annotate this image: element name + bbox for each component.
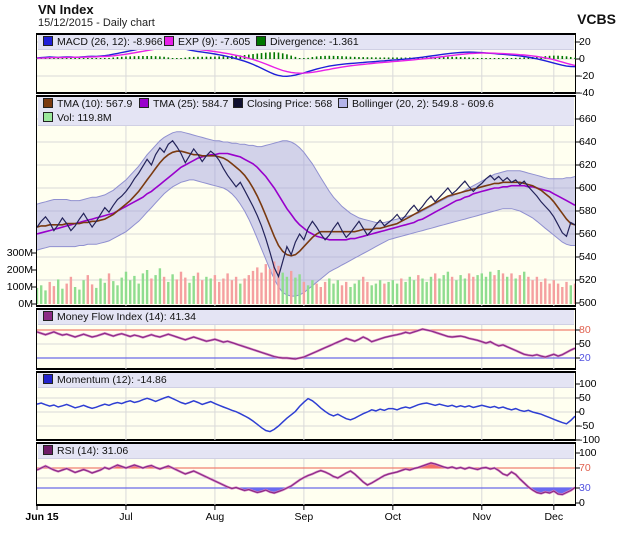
rsi-ytick: 30 bbox=[579, 482, 591, 494]
legend-swatch bbox=[233, 98, 243, 108]
legend-label: RSI (14): 31.06 bbox=[57, 445, 129, 457]
macd-ytick: -40 bbox=[579, 87, 595, 99]
legend-swatch bbox=[139, 98, 149, 108]
legend-swatch bbox=[338, 98, 348, 108]
x-tick-label: Jul bbox=[119, 511, 133, 523]
momentum-legend: Momentum (12): -14.86 bbox=[38, 373, 574, 388]
rsi-ytick: 70 bbox=[579, 462, 591, 474]
legend-label: Closing Price: 568 bbox=[247, 98, 333, 110]
price-ytick: 520 bbox=[579, 274, 597, 286]
price-legend: TMA (10): 567.9 TMA (25): 584.7 Closing Pr… bbox=[38, 97, 574, 126]
legend-label: Bollinger (20, 2): 549.8 - 609.6 bbox=[352, 98, 494, 110]
legend-item: TMA (25): 584.7 bbox=[139, 98, 228, 110]
legend-item: Momentum (12): -14.86 bbox=[43, 374, 167, 386]
x-tick-label: Dec bbox=[544, 511, 564, 523]
price-panel: TMA (10): 567.9 TMA (25): 584.7 Closing Pr… bbox=[36, 95, 576, 307]
mfi-ytick: 50 bbox=[579, 338, 591, 350]
macd-legend: MACD (26, 12): -8.966 EXP (9): -7.605 Dive… bbox=[38, 35, 574, 50]
macd-panel: MACD (26, 12): -8.966 EXP (9): -7.605 Dive… bbox=[36, 33, 576, 94]
price-ytick: 620 bbox=[579, 159, 597, 171]
legend-item: Vol: 119.8M bbox=[43, 112, 112, 124]
legend-label: Vol: 119.8M bbox=[57, 112, 112, 124]
price-ytick: 580 bbox=[579, 205, 597, 217]
price-ytick: 660 bbox=[579, 113, 597, 125]
legend-swatch bbox=[164, 36, 174, 46]
legend-swatch bbox=[43, 36, 53, 46]
rsi-legend: RSI (14): 31.06 bbox=[38, 444, 574, 459]
momentum-ytick: -50 bbox=[579, 420, 595, 432]
price-ytick: 640 bbox=[579, 136, 597, 148]
legend-swatch bbox=[43, 445, 53, 455]
price-ytick: 600 bbox=[579, 182, 597, 194]
mfi-legend: Money Flow Index (14): 41.34 bbox=[38, 310, 574, 325]
volume-ytick: 0M bbox=[18, 298, 33, 310]
momentum-ytick: 100 bbox=[579, 378, 597, 390]
x-tick-label: Jun 15 bbox=[25, 511, 59, 523]
legend-label: EXP (9): -7.605 bbox=[178, 36, 251, 48]
legend-label: MACD (26, 12): -8.966 bbox=[57, 36, 163, 48]
legend-label: Divergence: -1.361 bbox=[270, 36, 359, 48]
legend-item: MACD (26, 12): -8.966 bbox=[43, 36, 163, 48]
legend-item: Bollinger (20, 2): 549.8 - 609.6 bbox=[338, 98, 494, 110]
price-ytick: 540 bbox=[579, 251, 597, 263]
rsi-ytick: 100 bbox=[579, 447, 597, 459]
mfi-panel: Money Flow Index (14): 41.34 bbox=[36, 308, 576, 370]
x-tick-label: Aug bbox=[205, 511, 225, 523]
momentum-ytick: 50 bbox=[579, 392, 591, 404]
legend-item: TMA (10): 567.9 bbox=[43, 98, 132, 110]
brand-logo: VCBS bbox=[577, 11, 616, 27]
x-tick-label: Sep bbox=[294, 511, 314, 523]
volume-ytick: 100M bbox=[6, 281, 33, 293]
legend-label: Money Flow Index (14): 41.34 bbox=[57, 311, 196, 323]
price-ytick: 500 bbox=[579, 297, 597, 309]
legend-swatch bbox=[43, 374, 53, 384]
legend-swatch bbox=[256, 36, 266, 46]
legend-item: Closing Price: 568 bbox=[233, 98, 332, 110]
x-tick-label: Nov bbox=[472, 511, 492, 523]
legend-item: EXP (9): -7.605 bbox=[164, 36, 250, 48]
legend-label: TMA (25): 584.7 bbox=[153, 98, 229, 110]
macd-ytick: 20 bbox=[579, 36, 591, 48]
legend-item: RSI (14): 31.06 bbox=[43, 445, 128, 457]
volume-ytick: 200M bbox=[6, 264, 33, 276]
rsi-panel: RSI (14): 31.06 bbox=[36, 442, 576, 506]
x-tick-label: Oct bbox=[384, 511, 401, 523]
mfi-ytick: 20 bbox=[579, 352, 591, 364]
mfi-ytick: 80 bbox=[579, 324, 591, 336]
legend-item: Money Flow Index (14): 41.34 bbox=[43, 311, 196, 323]
page-title: VN Index bbox=[38, 2, 94, 17]
price-ytick: 560 bbox=[579, 228, 597, 240]
legend-swatch bbox=[43, 98, 53, 108]
momentum-ytick: 0 bbox=[579, 406, 585, 418]
rsi-ytick: 0 bbox=[579, 497, 585, 509]
legend-item: Divergence: -1.361 bbox=[256, 36, 359, 48]
legend-swatch bbox=[43, 112, 53, 122]
volume-ytick: 300M bbox=[6, 247, 33, 259]
momentum-panel: Momentum (12): -14.86 bbox=[36, 371, 576, 441]
macd-ytick: 0 bbox=[579, 53, 585, 65]
momentum-ytick: -100 bbox=[579, 434, 601, 446]
legend-label: TMA (10): 567.9 bbox=[57, 98, 133, 110]
chart-subtitle: 15/12/2015 - Daily chart bbox=[38, 17, 155, 29]
legend-label: Momentum (12): -14.86 bbox=[57, 374, 167, 386]
legend-swatch bbox=[43, 311, 53, 321]
macd-ytick: -20 bbox=[579, 70, 595, 82]
